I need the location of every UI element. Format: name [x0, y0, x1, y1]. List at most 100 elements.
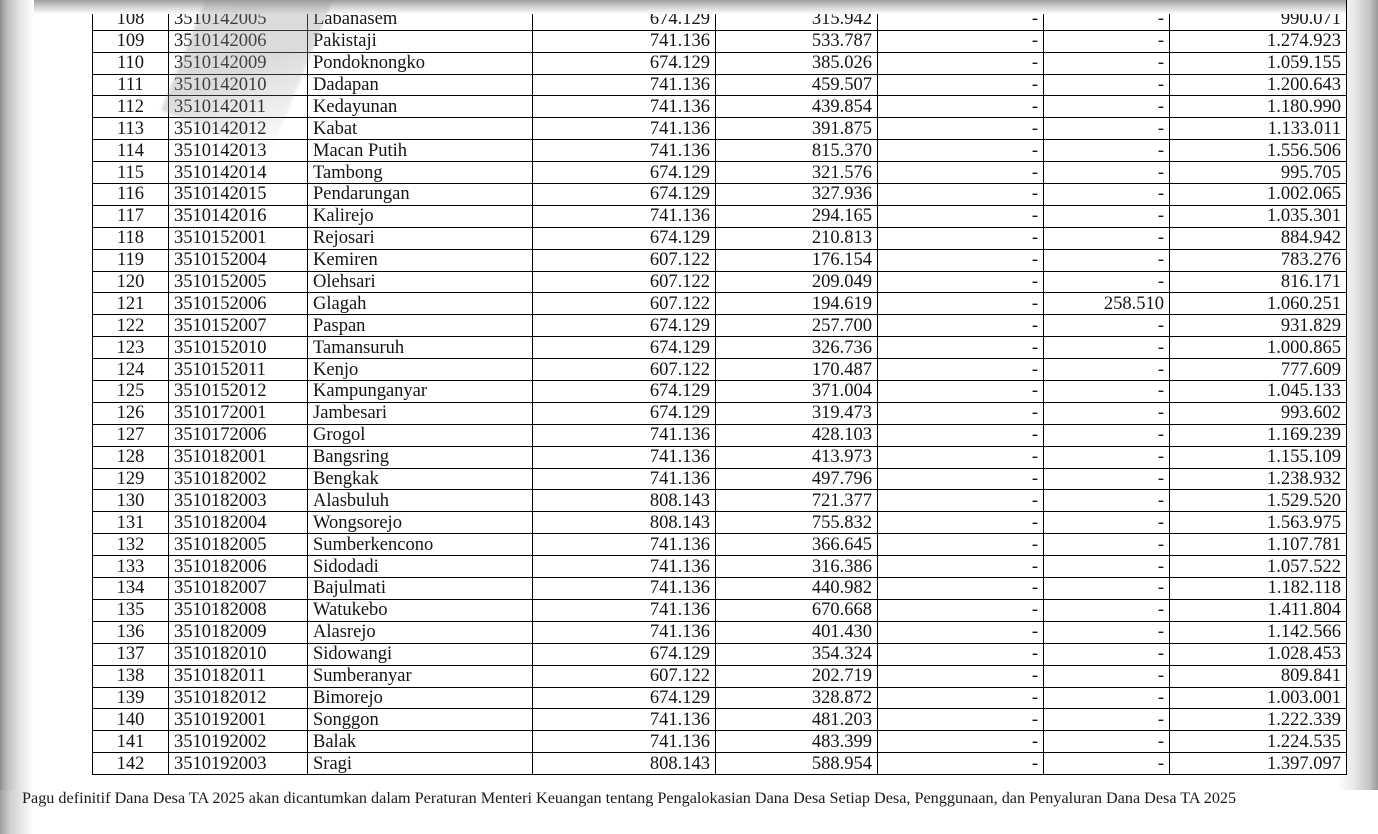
table-row[interactable]: 128 3510182001 Bangsring 741.136 413.973… [92, 445, 1347, 469]
cell-alokasi-formula: 354.324 [715, 642, 878, 666]
table-row[interactable]: 138 3510182011 Sumberanyar 607.122 202.7… [92, 664, 1347, 688]
cell-alokasi-kinerja: - [1043, 467, 1170, 491]
table-row[interactable]: 113 3510142012 Kabat 741.136 391.875 - -… [92, 117, 1347, 141]
cell-name: Grogol [307, 423, 533, 447]
cell-alokasi-afirmasi: - [877, 686, 1044, 710]
cell-code: 3510142011 [168, 95, 308, 119]
cell-alokasi-formula: 294.165 [715, 204, 878, 228]
cell-total: 1.002.065 [1169, 183, 1347, 206]
table-row[interactable]: 140 3510192001 Songgon 741.136 481.203 -… [92, 708, 1347, 732]
cell-alokasi-afirmasi: - [877, 620, 1044, 644]
cell-name: Kenjo [307, 358, 533, 382]
cell-code: 3510152005 [168, 270, 308, 294]
table-row[interactable]: 141 3510192002 Balak 741.136 483.399 - -… [92, 730, 1347, 754]
cell-no: 127 [92, 423, 169, 447]
cell-alokasi-formula: 209.049 [715, 270, 878, 294]
cell-no: 125 [92, 380, 169, 403]
table-row[interactable]: 120 3510152005 Olehsari 607.122 209.049 … [92, 270, 1347, 294]
cell-alokasi-afirmasi: - [877, 708, 1044, 732]
table-row[interactable]: 136 3510182009 Alasrejo 741.136 401.430 … [92, 620, 1347, 644]
table-row[interactable]: 124 3510152011 Kenjo 607.122 170.487 - -… [92, 358, 1347, 382]
cell-alokasi-afirmasi: - [877, 642, 1044, 666]
table-row[interactable]: 130 3510182003 Alasbuluh 808.143 721.377… [92, 489, 1347, 513]
cell-alokasi-afirmasi: - [877, 183, 1044, 206]
cell-alokasi-afirmasi: - [877, 598, 1044, 622]
table-row[interactable]: 109 3510142006 Pakistaji 741.136 533.787… [92, 29, 1347, 53]
table-row[interactable]: 116 3510142015 Pendarungan 674.129 327.9… [92, 183, 1347, 206]
cell-code: 3510142009 [168, 51, 308, 75]
table-row[interactable]: 115 3510142014 Tambong 674.129 321.576 -… [92, 161, 1347, 185]
cell-alokasi-afirmasi: - [877, 117, 1044, 141]
table-row[interactable]: 134 3510182007 Bajulmati 741.136 440.982… [92, 577, 1347, 600]
cell-code: 3510182011 [168, 664, 308, 688]
cell-total: 1.200.643 [1169, 73, 1347, 97]
cell-alokasi-dasar: 607.122 [532, 358, 716, 382]
table-row[interactable]: 117 3510142016 Kalirejo 741.136 294.165 … [92, 204, 1347, 228]
table-row[interactable]: 129 3510182002 Bengkak 741.136 497.796 -… [92, 467, 1347, 491]
table-row-cut-top[interactable]: 107 3510142004 Benelan Lor 674.129 280.8… [92, 0, 1347, 9]
cell-no: 126 [92, 401, 169, 425]
table-row[interactable]: 132 3510182005 Sumberkencono 741.136 366… [92, 533, 1347, 557]
cell-total: 1.035.301 [1169, 204, 1347, 228]
cell-no: 111 [92, 73, 169, 97]
table-row[interactable]: 126 3510172001 Jambesari 674.129 319.473… [92, 401, 1347, 425]
table-row[interactable]: 125 3510152012 Kampunganyar 674.129 371.… [92, 380, 1347, 403]
cell-alokasi-dasar: 741.136 [532, 139, 716, 163]
cell-alokasi-afirmasi: - [877, 73, 1044, 97]
table-row[interactable]: 119 3510152004 Kemiren 607.122 176.154 -… [92, 248, 1347, 272]
table-row[interactable]: 133 3510182006 Sidodadi 741.136 316.386 … [92, 555, 1347, 579]
table-row[interactable]: 142 3510192003 Sragi 808.143 588.954 - -… [92, 752, 1347, 776]
cell-no: 123 [92, 336, 169, 360]
cell-name: Kemiren [307, 248, 533, 272]
cell-alokasi-dasar: 741.136 [532, 620, 716, 644]
cell-alokasi-formula: 326.736 [715, 336, 878, 360]
table-body: 107 3510142004 Benelan Lor 674.129 280.8… [92, 0, 1347, 776]
cell-alokasi-kinerja: - [1043, 445, 1170, 469]
cell-alokasi-formula: 497.796 [715, 467, 878, 491]
cell-name: Kabat [307, 117, 533, 141]
cell-alokasi-formula: 176.154 [715, 248, 878, 272]
cell-total: 1.182.118 [1169, 577, 1347, 600]
cell-alokasi-kinerja: - [1043, 51, 1170, 75]
table-row[interactable]: 108 3510142005 Labanasem 674.129 315.942… [92, 7, 1347, 31]
table-row[interactable]: 112 3510142011 Kedayunan 741.136 439.854… [92, 95, 1347, 119]
cell-total: 884.942 [1169, 226, 1347, 250]
cell-total: 954.977 [1169, 0, 1347, 9]
cell-alokasi-formula: 257.700 [715, 314, 878, 338]
cell-no: 122 [92, 314, 169, 338]
table-row[interactable]: 118 3510152001 Rejosari 674.129 210.813 … [92, 226, 1347, 250]
cell-alokasi-dasar: 808.143 [532, 489, 716, 513]
table-row[interactable]: 137 3510182010 Sidowangi 674.129 354.324… [92, 642, 1347, 666]
table-row[interactable]: 121 3510152006 Glagah 607.122 194.619 - … [92, 292, 1347, 316]
cell-alokasi-dasar: 741.136 [532, 730, 716, 754]
cell-no: 128 [92, 445, 169, 469]
cell-total: 1.222.339 [1169, 708, 1347, 732]
cell-total: 1.060.251 [1169, 292, 1347, 316]
cell-alokasi-afirmasi: - [877, 7, 1044, 31]
table-row[interactable]: 114 3510142013 Macan Putih 741.136 815.3… [92, 139, 1347, 163]
cell-alokasi-dasar: 607.122 [532, 664, 716, 688]
table-row[interactable]: 139 3510182012 Bimorejo 674.129 328.872 … [92, 686, 1347, 710]
table-row[interactable]: 111 3510142010 Dadapan 741.136 459.507 -… [92, 73, 1347, 97]
cell-alokasi-kinerja: - [1043, 598, 1170, 622]
cell-alokasi-afirmasi: - [877, 139, 1044, 163]
cell-code: 3510182008 [168, 598, 308, 622]
cell-alokasi-formula: 483.399 [715, 730, 878, 754]
table-row[interactable]: 123 3510152010 Tamansuruh 674.129 326.73… [92, 336, 1347, 360]
cell-alokasi-afirmasi: - [877, 555, 1044, 579]
table-row[interactable]: 135 3510182008 Watukebo 741.136 670.668 … [92, 598, 1347, 622]
cell-alokasi-kinerja: - [1043, 29, 1170, 53]
cell-alokasi-dasar: 808.143 [532, 511, 716, 535]
table-row[interactable]: 122 3510152007 Paspan 674.129 257.700 - … [92, 314, 1347, 338]
cell-alokasi-afirmasi: - [877, 0, 1044, 9]
cell-name: Kalirejo [307, 204, 533, 228]
cell-no: 137 [92, 642, 169, 666]
cell-alokasi-dasar: 741.136 [532, 555, 716, 579]
cell-name: Tamansuruh [307, 336, 533, 360]
table-row[interactable]: 131 3510182004 Wongsorejo 808.143 755.83… [92, 511, 1347, 535]
table-row[interactable]: 110 3510142009 Pondoknongko 674.129 385.… [92, 51, 1347, 75]
cell-alokasi-kinerja: 258.510 [1043, 292, 1170, 316]
cell-alokasi-dasar: 741.136 [532, 29, 716, 53]
cell-no: 108 [92, 7, 169, 31]
table-row[interactable]: 127 3510172006 Grogol 741.136 428.103 - … [92, 423, 1347, 447]
